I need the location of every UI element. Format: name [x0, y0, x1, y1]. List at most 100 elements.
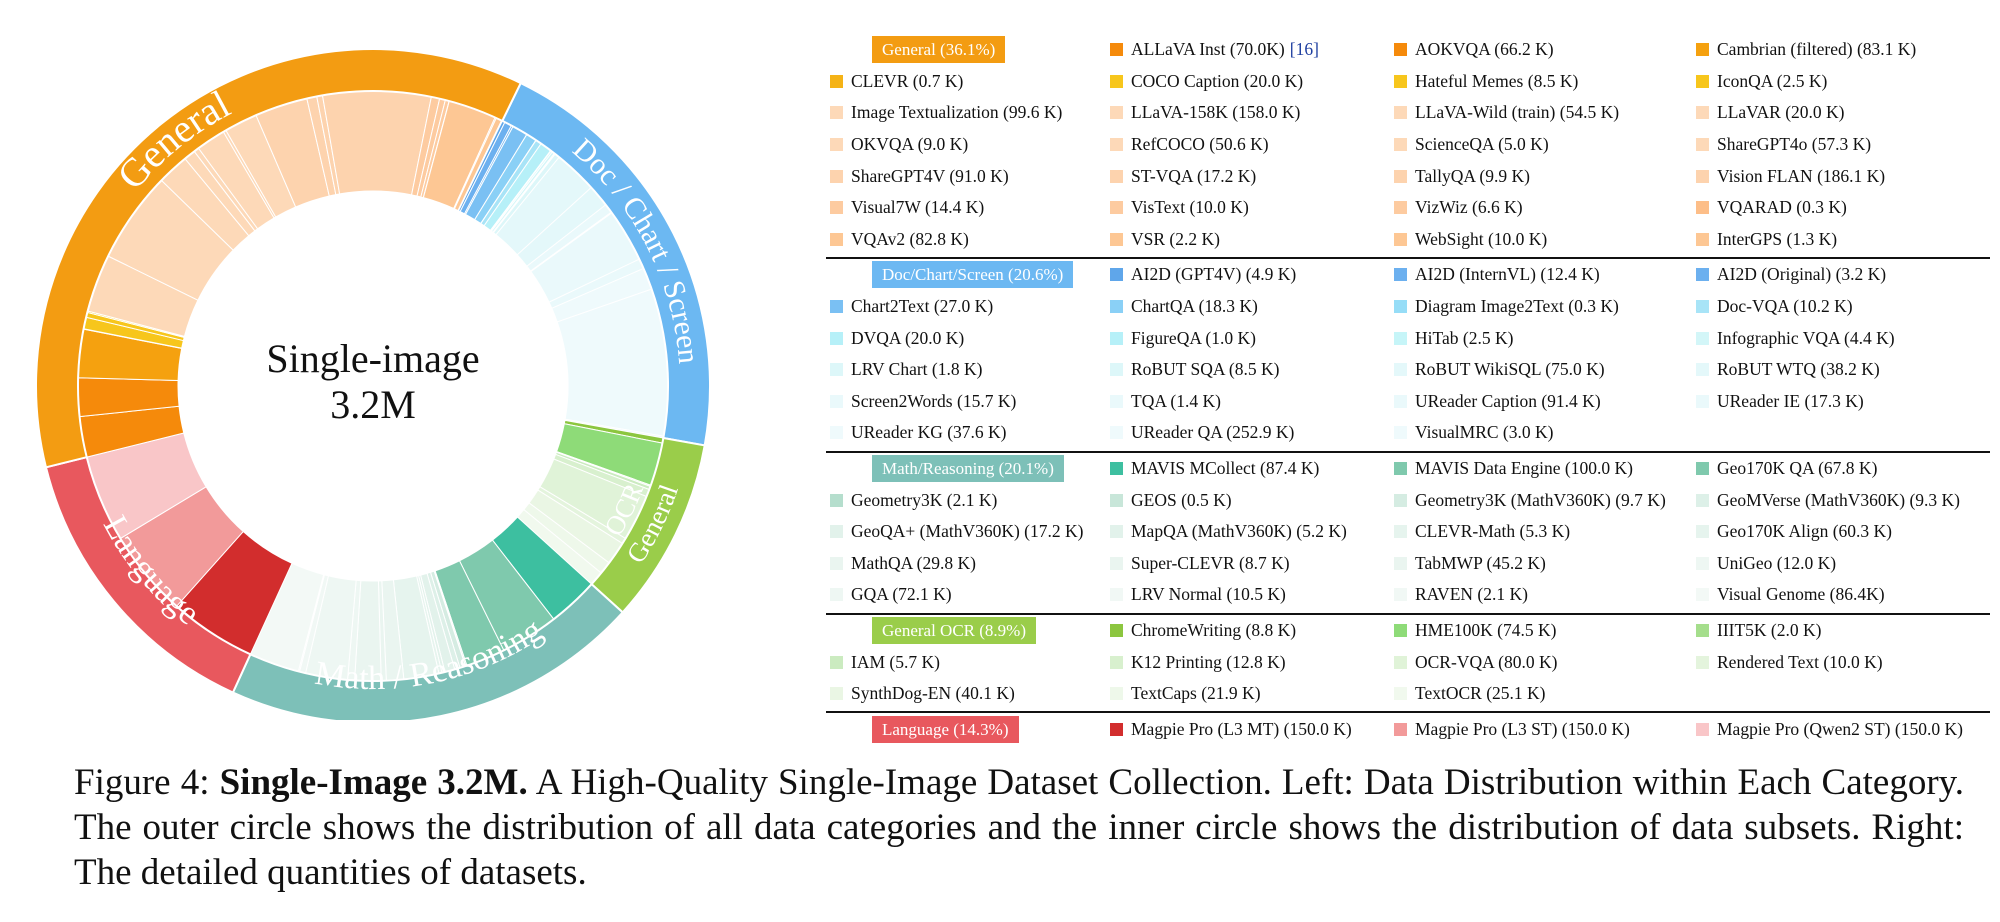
dataset-label: LRV Normal (10.5 K) [1131, 584, 1286, 605]
legend-swatch [1394, 300, 1407, 314]
legend-row: SynthDog-EN (40.1 K) TextCaps (21.9 K) Tex… [826, 678, 1990, 710]
dataset-label: CLEVR (0.7 K) [851, 70, 964, 91]
dataset-label: GEOS (0.5 K) [1131, 489, 1232, 510]
legend-swatch [1394, 394, 1407, 408]
dataset-label: CLEVR-Math (5.3 K) [1415, 521, 1571, 542]
legend-swatch [1696, 201, 1709, 215]
legend-row: Geometry3K (2.1 K) GEOS (0.5 K) Geometry3K… [826, 484, 1990, 516]
legend-group-ocr: General OCR (8.9%) ChromeWriting (8.8 K) H… [826, 615, 1990, 714]
legend-swatch [1110, 232, 1123, 246]
legend-swatch [1394, 268, 1407, 282]
legend-swatch [830, 556, 843, 570]
legend-swatch [1110, 138, 1123, 152]
dataset-label: LLaVAR (20.0 K) [1717, 102, 1845, 123]
legend-swatch [1696, 722, 1709, 736]
legend-row: DVQA (20.0 K) FigureQA (1.0 K) HiTab (2.5 … [826, 322, 1990, 354]
category-badge: Doc/Chart/Screen (20.6%) [872, 261, 1074, 289]
dataset-label: UReader Caption (91.4 K) [1415, 390, 1601, 411]
legend-swatch [1696, 300, 1709, 314]
legend-swatch [830, 363, 843, 377]
dataset-label: Magpie Pro (L3 ST) (150.0 K) [1415, 718, 1630, 739]
legend-swatch [1110, 525, 1123, 539]
dataset-label: TextCaps (21.9 K) [1131, 683, 1261, 704]
dataset-label: Magpie Pro (Qwen2 ST) (150.0 K) [1717, 718, 1963, 739]
dataset-label: RAVEN (2.1 K) [1415, 584, 1528, 605]
dataset-label: Geometry3K (2.1 K) [851, 489, 998, 510]
legend-swatch [830, 232, 843, 246]
legend-swatch [830, 394, 843, 408]
caption-title: Single-Image 3.2M. [219, 762, 528, 803]
legend-row: CLEVR (0.7 K) COCO Caption (20.0 K) Hatefu… [826, 66, 1990, 98]
dataset-label: Infographic VQA (4.4 K) [1717, 327, 1895, 348]
legend-swatch [1394, 588, 1407, 602]
legend-row: Math/Reasoning (20.1%) MAVIS MCollect (87… [826, 453, 1990, 485]
legend-swatch [1696, 655, 1709, 669]
dataset-label: VQAv2 (82.8 K) [851, 228, 969, 249]
outer-ring [35, 48, 711, 720]
legend-swatch [1394, 331, 1407, 345]
legend-swatch [1110, 331, 1123, 345]
figure-caption: Figure 4: Single-Image 3.2M. A High-Qual… [74, 760, 1964, 895]
dataset-label: OCR-VQA (80.0 K) [1415, 651, 1558, 672]
dataset-label: RefCOCO (50.6 K) [1131, 134, 1269, 155]
legend-swatch [1394, 74, 1407, 88]
dataset-label: GeoMVerse (MathV360K) (9.3 K) [1717, 489, 1961, 510]
dataset-label: ShareGPT4V (91.0 K) [851, 165, 1009, 186]
dataset-label: GeoQA+ (MathV360K) (17.2 K) [851, 521, 1084, 542]
legend-swatch [830, 74, 843, 88]
legend-swatch [1696, 169, 1709, 183]
legend-swatch [830, 687, 843, 701]
category-badge: Language (14.3%) [872, 715, 1019, 743]
dataset-label: MathQA (29.8 K) [851, 552, 976, 573]
legend-swatch [1696, 138, 1709, 152]
dataset-label: VSR (2.2 K) [1131, 228, 1220, 249]
legend-swatch [1696, 331, 1709, 345]
legend-swatch [1110, 556, 1123, 570]
dataset-label: MAVIS MCollect (87.4 K) [1131, 458, 1320, 479]
dataset-label: OKVQA (9.0 K) [851, 134, 969, 155]
dataset-label: UReader KG (37.6 K) [851, 422, 1007, 443]
legend-swatch [1394, 106, 1407, 120]
dataset-label: LLaVA-158K (158.0 K) [1131, 102, 1301, 123]
dataset-label: WebSight (10.0 K) [1415, 228, 1548, 249]
dataset-label: Chart2Text (27.0 K) [851, 296, 994, 317]
legend-swatch [1110, 426, 1123, 440]
legend-swatch [830, 493, 843, 507]
dataset-label: AI2D (Original) (3.2 K) [1717, 264, 1887, 285]
legend-swatch [830, 201, 843, 215]
caption-text: A High-Quality Single-Image Dataset Coll… [74, 762, 1964, 893]
dataset-label: VQARAD (0.3 K) [1717, 197, 1847, 218]
dataset-label: VizWiz (6.6 K) [1415, 197, 1523, 218]
legend-swatch [1394, 556, 1407, 570]
dataset-label: Geo170K QA (67.8 K) [1717, 458, 1878, 479]
legend-swatch [1394, 525, 1407, 539]
dataset-label: RoBUT WTQ (38.2 K) [1717, 359, 1880, 380]
dataset-label: TallyQA (9.9 K) [1415, 165, 1530, 186]
legend-group-math: Math/Reasoning (20.1%) MAVIS MCollect (87… [826, 453, 1990, 615]
citation-ref: [16] [1289, 39, 1319, 60]
legend-swatch [1696, 525, 1709, 539]
legend-group-lang: Language (14.3%) Magpie Pro (L3 MT) (150.… [826, 713, 1990, 747]
legend-swatch [1394, 43, 1407, 57]
dataset-label: TQA (1.4 K) [1131, 390, 1221, 411]
legend-group-doc: Doc/Chart/Screen (20.6%) AI2D (GPT4V) (4.… [826, 259, 1990, 453]
dataset-label: ST-VQA (17.2 K) [1131, 165, 1257, 186]
legend-row: MathQA (29.8 K) Super-CLEVR (8.7 K) TabMWP… [826, 548, 1990, 580]
legend-swatch [830, 300, 843, 314]
category-badge: General OCR (8.9%) [872, 616, 1036, 644]
center-title: Single-image [266, 336, 479, 381]
dataset-label: Hateful Memes (8.5 K) [1415, 70, 1579, 91]
dataset-label: MapQA (MathV360K) (5.2 K) [1131, 521, 1347, 542]
dataset-label: Screen2Words (15.7 K) [851, 390, 1017, 411]
legend-swatch [830, 426, 843, 440]
legend-swatch [1110, 201, 1123, 215]
dataset-label: UniGeo (12.0 K) [1717, 552, 1837, 573]
legend-swatch [1110, 43, 1123, 57]
inner-ring [77, 90, 669, 682]
legend-swatch [830, 138, 843, 152]
legend-swatch [1110, 655, 1123, 669]
figure-label: Figure 4: [74, 762, 210, 803]
dataset-label: GQA (72.1 K) [851, 584, 952, 605]
legend-row: GeoQA+ (MathV360K) (17.2 K) MapQA (MathV3… [826, 516, 1990, 548]
dataset-label: HiTab (2.5 K) [1415, 327, 1514, 348]
